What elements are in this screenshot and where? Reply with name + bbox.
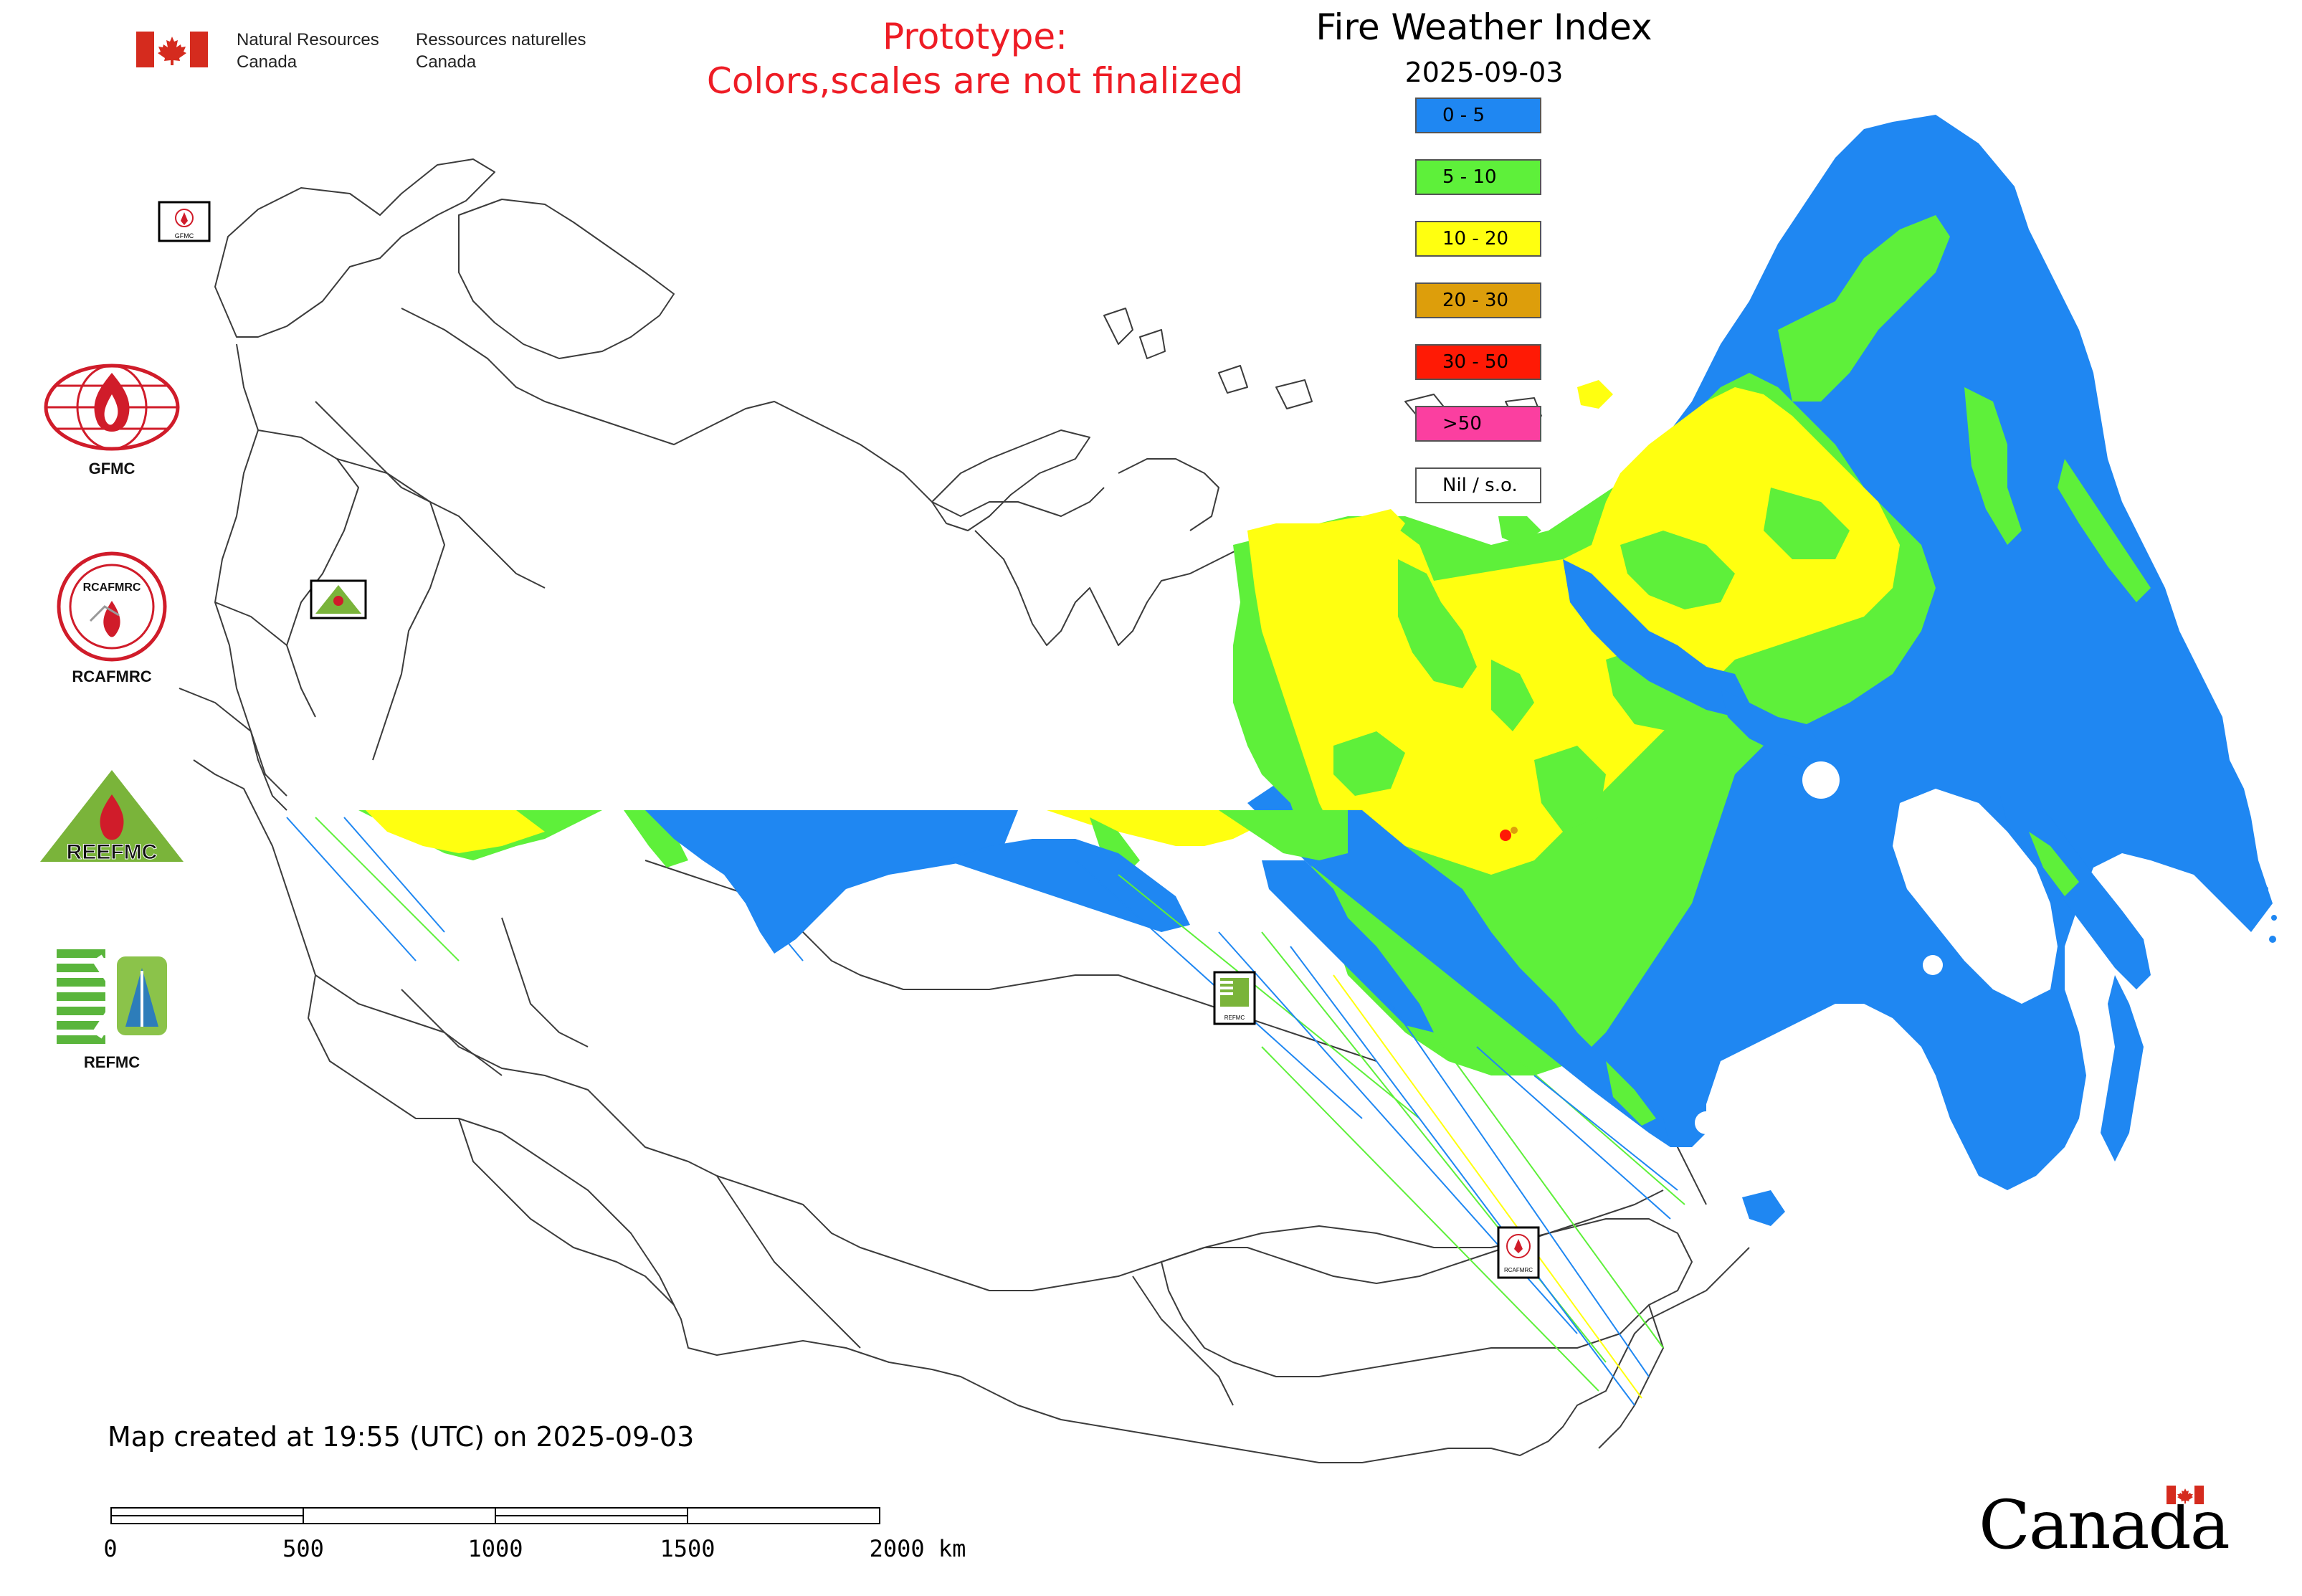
rcafmrc-seal-text: RCAFMRC [83,581,141,594]
gfmc-globe-icon [44,364,180,451]
scale-segment [495,1507,688,1524]
scale-tick-label: 2000 km [869,1535,966,1562]
scale-tick-label: 0 [103,1535,118,1562]
legend-item: 5 - 10 [1415,159,1541,195]
prototype-warning-line1: Prototype: [882,16,1068,57]
map-created-timestamp: Map created at 19:55 (UTC) on 2025-09-03 [108,1421,695,1453]
refmc-logo: REFMC [26,942,198,1073]
org-name-en-line2: Canada [237,52,298,72]
legend-item: 20 - 30 [1415,282,1541,318]
reefmc-triangle-icon: REEFMC [40,770,184,865]
scale-bar: 0 500 1000 1500 2000 km [93,1498,982,1577]
gfmc-logo: GFMC [26,363,198,479]
gfmc-label: GFMC [88,460,135,478]
scale-segment [110,1507,304,1524]
reefmc-marker [310,579,367,619]
fwi-raster-west-band [287,810,1434,1032]
prototype-warning-line2: Colors,scales are not finalized [706,60,1244,102]
fwi-raster-central [1233,115,2277,1226]
org-name-en: Natural Resources Canada [237,29,379,73]
legend-item: 10 - 20 [1415,221,1541,257]
canada-wordmark: Canada [1979,1484,2230,1563]
canada-flag-icon [136,32,208,67]
prototype-warning: Prototype: Colors,scales are not finaliz… [674,14,1276,103]
refmc-emblem-icon [57,946,167,1045]
legend-item: Nil / s.o. [1415,467,1541,503]
legend-item: 0 - 5 [1415,98,1541,133]
scale-tick-label: 500 [282,1535,324,1562]
refmc-label: REFMC [83,1053,141,1071]
nrcan-signature: Natural Resources Canada Ressources natu… [136,29,609,75]
scale-tick-label: 1000 [467,1535,523,1562]
org-name-fr-line2: Canada [416,52,477,72]
canada-flag-icon [2167,1486,2204,1504]
gfmc-marker: GFMC [158,201,211,242]
scale-tick-label: 1500 [660,1535,715,1562]
legend-date: 2025-09-03 [1404,57,1564,88]
legend-item: 30 - 50 [1415,344,1541,380]
org-name-fr: Ressources naturelles Canada [416,29,586,73]
refmc-marker: REFMC [1213,971,1256,1025]
scale-segment [303,1507,496,1524]
rcafmrc-marker-label: RCAFMRC [1504,1267,1533,1273]
legend-item: >50 [1415,406,1541,442]
rcafmrc-marker: RCAFMRC [1497,1226,1540,1279]
gfmc-marker-label: GFMC [175,232,194,239]
scale-segment [687,1507,880,1524]
org-name-fr-line1: Ressources naturelles [416,30,586,49]
reefmc-logo-text: REEFMC [67,840,158,864]
reefmc-logo: REEFMC [26,766,198,869]
refmc-marker-label: REFMC [1224,1015,1245,1021]
rcafmrc-seal-icon: RCAFMRC [57,551,167,662]
org-name-en-line1: Natural Resources [237,30,379,49]
legend-title: Fire Weather Index [1316,6,1652,48]
rcafmrc-logo: RCAFMRC RCAFMRC [26,549,198,687]
rcafmrc-label: RCAFMRC [72,668,152,685]
